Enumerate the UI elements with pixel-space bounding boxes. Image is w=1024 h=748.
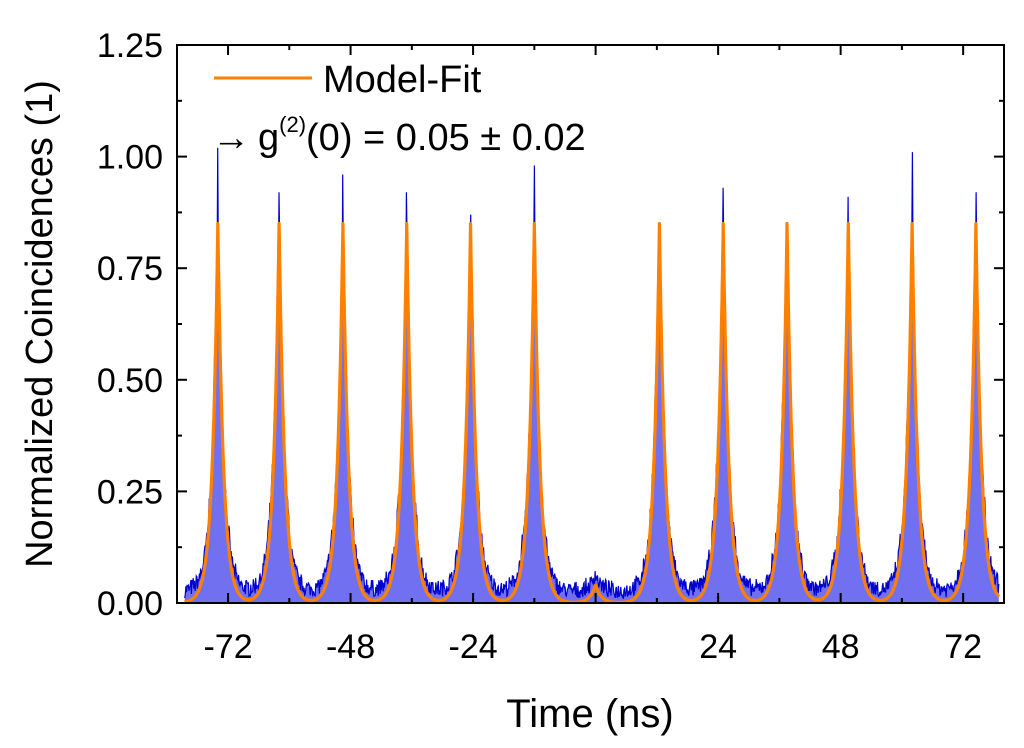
annotation-arrow: → (212, 117, 250, 159)
y-tick-label: 1.25 (97, 27, 163, 65)
x-tick-label: -72 (203, 628, 252, 666)
annotation-g-symbol: g (258, 117, 279, 159)
x-tick-label: 72 (944, 628, 982, 666)
series-model-fit (183, 221, 1001, 604)
annotation-superscript: (2) (279, 112, 306, 137)
x-axis-label: Time (ns) (506, 692, 673, 736)
y-tick-label: 0.75 (97, 250, 163, 288)
measured-histogram-line (184, 147, 1000, 600)
annotation-g2: → g(2)(0) = 0.05 ± 0.02 (212, 112, 586, 159)
x-tick-label: 48 (822, 628, 860, 666)
x-tick-label: -24 (449, 628, 498, 666)
y-tick-label: 0.50 (97, 362, 163, 400)
y-axis-label: Normalized Coincidences (1) (19, 80, 61, 568)
x-tick-label: -48 (326, 628, 375, 666)
y-tick-label: 0.00 (97, 585, 163, 623)
legend-label-model-fit: Model-Fit (323, 59, 482, 101)
x-tick-label: 24 (699, 628, 737, 666)
annotation-expression: (0) = 0.05 ± 0.02 (306, 117, 586, 159)
plot-area (183, 147, 1001, 604)
axes: -72 -48 -24 0 24 48 72 0.00 0.25 0.50 0.75 1.00 1.25 (97, 27, 1004, 666)
y-tick-label: 0.25 (97, 473, 163, 511)
measured-histogram-fill (184, 147, 999, 603)
series-measured (184, 147, 1000, 603)
x-tick-label: 0 (586, 628, 605, 666)
y-tick-label: 1.00 (97, 139, 163, 177)
